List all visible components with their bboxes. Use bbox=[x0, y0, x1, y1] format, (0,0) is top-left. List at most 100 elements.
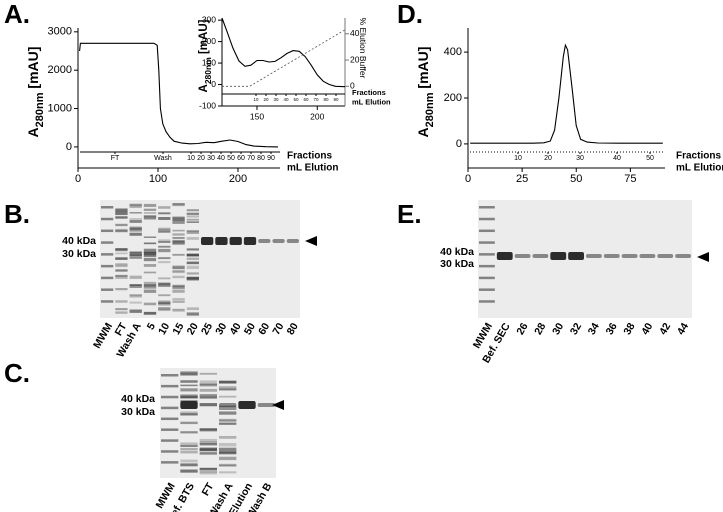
lane-label: 80 bbox=[285, 321, 301, 337]
gel-band bbox=[186, 237, 199, 240]
gel-band bbox=[158, 212, 171, 215]
x-caption: Fractions bbox=[287, 151, 332, 162]
gel-band bbox=[479, 241, 495, 244]
gel-band bbox=[115, 252, 128, 255]
y-tick-label: 3000 bbox=[48, 26, 72, 38]
gel-band bbox=[215, 237, 228, 245]
gel-band bbox=[172, 233, 185, 236]
y2-axis-label: % Elution Buffer bbox=[358, 18, 368, 79]
gel-band bbox=[479, 217, 495, 221]
mw-label: 30 kDa bbox=[62, 248, 96, 260]
gel-band bbox=[158, 308, 171, 312]
gel-band bbox=[158, 257, 171, 260]
gel-band bbox=[238, 401, 256, 409]
gel-band bbox=[115, 288, 128, 291]
gel-band bbox=[568, 252, 584, 260]
gel-band bbox=[129, 254, 142, 257]
gel-band bbox=[129, 294, 142, 297]
y-axis-label: A280nm [mAU] bbox=[25, 47, 46, 138]
gel-band bbox=[158, 228, 171, 232]
gel-band bbox=[639, 254, 656, 258]
gel-band bbox=[161, 384, 179, 388]
gel-band bbox=[115, 276, 128, 279]
fraction-label: 50 bbox=[227, 155, 235, 162]
gel-band bbox=[158, 245, 171, 248]
y-label-part: A bbox=[415, 127, 431, 137]
x-tick-label: 0 bbox=[465, 173, 471, 185]
gel-band bbox=[219, 456, 237, 461]
gel-band bbox=[479, 300, 495, 303]
gel-band bbox=[172, 218, 185, 221]
gel-band bbox=[186, 277, 199, 281]
gel-band bbox=[180, 411, 198, 415]
fraction-label: 60 bbox=[303, 97, 309, 102]
gel-band bbox=[199, 441, 217, 444]
gel-band bbox=[479, 288, 495, 291]
gel-band bbox=[143, 214, 157, 218]
y-label-part: [mAU] bbox=[198, 19, 210, 57]
gel-band bbox=[143, 203, 157, 207]
gel-band bbox=[675, 254, 691, 258]
gel-band bbox=[172, 289, 185, 293]
gel-band bbox=[532, 254, 549, 258]
gel-band bbox=[172, 285, 185, 290]
gel-band bbox=[180, 395, 198, 399]
y-axis-label: A280nm [mAU] bbox=[198, 19, 213, 92]
fraction-label: 30 bbox=[273, 97, 279, 102]
gel-band bbox=[158, 277, 171, 280]
lane-label: 44 bbox=[675, 321, 691, 337]
gel-band bbox=[219, 386, 237, 389]
gel-band bbox=[143, 281, 157, 285]
gel-band bbox=[229, 237, 242, 245]
gel-band bbox=[479, 253, 495, 256]
gel-band bbox=[199, 383, 217, 386]
lane-label: 20 bbox=[185, 321, 201, 337]
gel-band bbox=[129, 256, 142, 259]
x-tick-label: 200 bbox=[229, 173, 247, 185]
y-tick-label: -100 bbox=[199, 100, 216, 110]
gel-band bbox=[143, 212, 157, 214]
lane-label: 10 bbox=[156, 321, 172, 337]
gel-band bbox=[143, 264, 157, 267]
gel-band bbox=[115, 248, 128, 252]
y-tick-label: 200 bbox=[444, 92, 462, 104]
fraction-label: Wash bbox=[154, 155, 172, 162]
gel-band bbox=[158, 261, 171, 264]
gel-band bbox=[180, 394, 198, 397]
x-tick-label: 100 bbox=[149, 173, 167, 185]
fraction-label: 10 bbox=[253, 97, 259, 102]
panel-label: A. bbox=[4, 0, 30, 29]
fraction-label: 30 bbox=[207, 155, 215, 162]
arrowhead bbox=[697, 252, 709, 262]
x-caption: mL Elution bbox=[352, 97, 391, 106]
gel-band bbox=[586, 254, 602, 258]
data-line bbox=[222, 29, 346, 87]
gel-band bbox=[161, 417, 179, 421]
gel-band bbox=[172, 298, 185, 301]
gel-band bbox=[115, 264, 128, 268]
lane-label: MWM bbox=[91, 321, 115, 351]
lane-label: 32 bbox=[568, 321, 584, 337]
gel-band bbox=[172, 265, 185, 268]
arrowhead bbox=[305, 236, 317, 246]
lane-label: 30 bbox=[213, 321, 229, 337]
gel-band bbox=[143, 257, 157, 262]
gel-band bbox=[199, 451, 217, 455]
y-tick-label: 0 bbox=[66, 141, 72, 153]
lane-label: 40 bbox=[639, 321, 655, 337]
y-label-part: A bbox=[25, 127, 41, 137]
gel-band bbox=[219, 380, 237, 384]
y-tick-label: 100 bbox=[202, 57, 216, 67]
lane-label: 26 bbox=[514, 321, 530, 337]
gel-band bbox=[186, 265, 199, 270]
y-tick-label: 400 bbox=[444, 46, 462, 58]
gel bbox=[100, 200, 300, 318]
data-line bbox=[221, 17, 346, 88]
gel-band bbox=[101, 288, 114, 291]
gel-band bbox=[143, 289, 157, 293]
gel-band bbox=[115, 275, 128, 277]
gel-band bbox=[115, 311, 128, 314]
lane-label: 50 bbox=[242, 321, 258, 337]
mw-label: 40 kDa bbox=[62, 235, 96, 247]
gel-band bbox=[115, 274, 128, 277]
